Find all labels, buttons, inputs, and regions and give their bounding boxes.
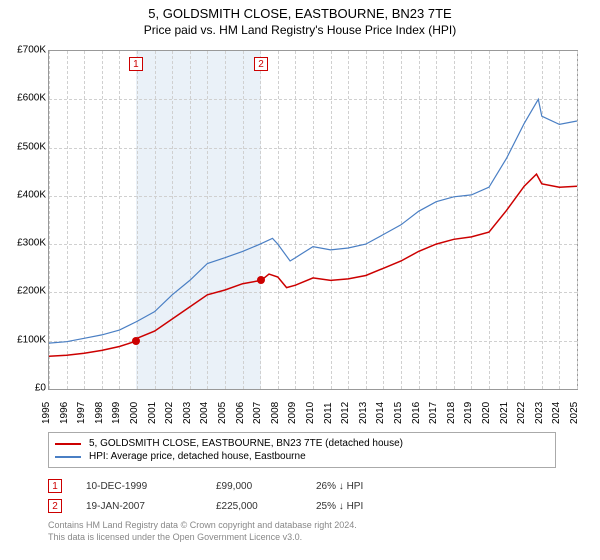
y-axis-label: £700K — [2, 45, 46, 56]
legend: 5, GOLDSMITH CLOSE, EASTBOURNE, BN23 7TE… — [48, 432, 556, 468]
x-axis-label: 2020 — [481, 402, 492, 424]
marker-badge: 2 — [48, 499, 62, 513]
x-axis-label: 2018 — [446, 402, 457, 424]
x-axis-label: 2000 — [129, 402, 140, 424]
legend-label: HPI: Average price, detached house, East… — [89, 451, 306, 462]
x-axis-label: 2017 — [428, 402, 439, 424]
y-axis-label: £300K — [2, 238, 46, 249]
legend-row-property: 5, GOLDSMITH CLOSE, EASTBOURNE, BN23 7TE… — [55, 437, 549, 450]
y-axis-label: £500K — [2, 141, 46, 152]
footer-line: This data is licensed under the Open Gov… — [48, 532, 357, 544]
x-axis-label: 2021 — [499, 402, 510, 424]
plot-area: 12 — [48, 50, 578, 390]
legend-swatch — [55, 443, 81, 445]
txn-pct: 26% ↓ HPI — [316, 481, 426, 492]
x-axis-label: 2023 — [534, 402, 545, 424]
x-axis-label: 2016 — [411, 402, 422, 424]
transaction-row: 1 10-DEC-1999 £99,000 26% ↓ HPI — [48, 476, 426, 496]
x-axis-label: 2003 — [182, 402, 193, 424]
x-axis-label: 2007 — [252, 402, 263, 424]
footer: Contains HM Land Registry data © Crown c… — [48, 520, 357, 543]
x-axis-label: 2015 — [393, 402, 404, 424]
x-axis-label: 2019 — [463, 402, 474, 424]
x-axis-label: 2004 — [199, 402, 210, 424]
x-axis-label: 2011 — [323, 402, 334, 424]
x-axis-label: 2014 — [375, 402, 386, 424]
y-axis-label: £600K — [2, 93, 46, 104]
y-axis-label: £400K — [2, 189, 46, 200]
series-property — [49, 174, 577, 356]
txn-price: £99,000 — [216, 481, 316, 492]
transaction-table: 1 10-DEC-1999 £99,000 26% ↓ HPI 2 19-JAN… — [48, 476, 426, 516]
chart-container: 5, GOLDSMITH CLOSE, EASTBOURNE, BN23 7TE… — [0, 0, 600, 560]
y-axis-label: £0 — [2, 383, 46, 394]
txn-date: 19-JAN-2007 — [86, 501, 216, 512]
legend-label: 5, GOLDSMITH CLOSE, EASTBOURNE, BN23 7TE… — [89, 438, 403, 449]
txn-pct: 25% ↓ HPI — [316, 501, 426, 512]
chart-title: 5, GOLDSMITH CLOSE, EASTBOURNE, BN23 7TE — [0, 0, 600, 21]
x-axis-label: 2012 — [340, 402, 351, 424]
txn-date: 10-DEC-1999 — [86, 481, 216, 492]
legend-swatch — [55, 456, 81, 458]
x-axis-label: 1996 — [59, 402, 70, 424]
x-axis-label: 2024 — [551, 402, 562, 424]
marker-badge: 1 — [48, 479, 62, 493]
x-axis-label: 1998 — [94, 402, 105, 424]
x-axis-label: 1999 — [111, 402, 122, 424]
footer-line: Contains HM Land Registry data © Crown c… — [48, 520, 357, 532]
marker-dot — [257, 276, 265, 284]
x-axis-label: 1995 — [41, 402, 52, 424]
transaction-row: 2 19-JAN-2007 £225,000 25% ↓ HPI — [48, 496, 426, 516]
x-axis-label: 2005 — [217, 402, 228, 424]
legend-row-hpi: HPI: Average price, detached house, East… — [55, 450, 549, 463]
x-axis-label: 2006 — [235, 402, 246, 424]
x-axis-label: 2013 — [358, 402, 369, 424]
x-axis-label: 2009 — [287, 402, 298, 424]
x-axis-label: 2002 — [164, 402, 175, 424]
x-axis-label: 1997 — [76, 402, 87, 424]
y-axis-label: £200K — [2, 286, 46, 297]
marker-label-box: 1 — [129, 57, 143, 71]
x-axis-label: 2001 — [147, 402, 158, 424]
txn-price: £225,000 — [216, 501, 316, 512]
line-plot — [49, 51, 577, 389]
chart-subtitle: Price paid vs. HM Land Registry's House … — [0, 21, 600, 37]
x-axis-label: 2008 — [270, 402, 281, 424]
x-axis-label: 2025 — [569, 402, 580, 424]
x-axis-label: 2022 — [516, 402, 527, 424]
x-axis-label: 2010 — [305, 402, 316, 424]
marker-dot — [132, 337, 140, 345]
y-axis-label: £100K — [2, 334, 46, 345]
marker-label-box: 2 — [254, 57, 268, 71]
